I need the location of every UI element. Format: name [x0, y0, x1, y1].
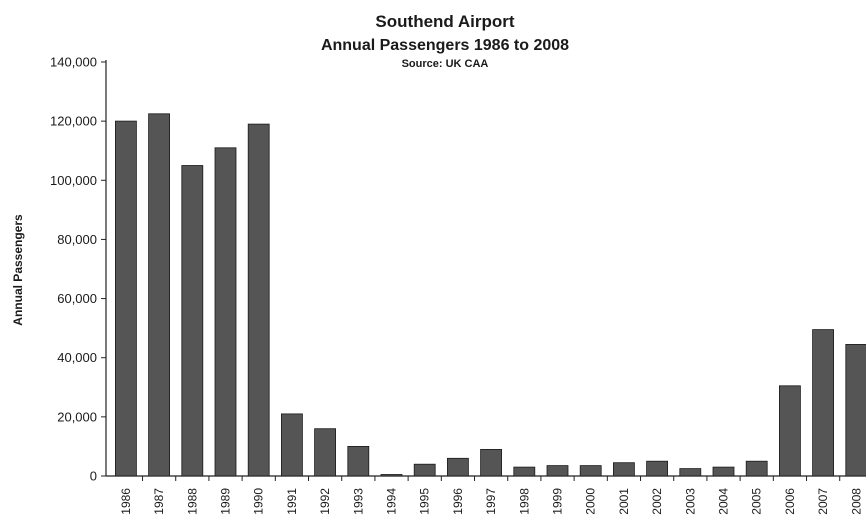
x-tick-label: 1995	[418, 488, 432, 515]
bars	[115, 113, 866, 477]
bar-2003	[679, 468, 702, 477]
bar-2006	[779, 385, 801, 477]
bar-1988	[181, 165, 204, 477]
chart-subtitle: Annual Passengers 1986 to 2008	[321, 37, 569, 54]
y-tick-label: 120,000	[50, 114, 97, 129]
x-tick-label: 2008	[849, 488, 863, 515]
x-tick-label: 2000	[584, 488, 598, 515]
bar-1990	[247, 123, 270, 477]
x-tick-label: 1996	[451, 488, 465, 515]
bar-1993	[347, 445, 370, 477]
y-tick-label: 140,000	[50, 55, 97, 70]
bar-2002	[646, 460, 668, 477]
bar-2007	[812, 329, 834, 477]
y-tick-label: 100,000	[50, 173, 97, 188]
x-tick-label: 1997	[484, 488, 498, 515]
bar-2005	[745, 460, 768, 477]
bar-1986	[115, 120, 137, 477]
bar-1996	[446, 457, 469, 477]
y-tick-label: 0	[90, 469, 97, 484]
bar-1994	[380, 474, 403, 477]
bar-2008	[845, 343, 866, 477]
x-tick-label: 1988	[185, 488, 199, 515]
bar-1991	[280, 413, 303, 477]
x-tick-label: 1991	[285, 488, 299, 515]
x-tick-label: 2002	[650, 488, 664, 515]
y-tick-label: 20,000	[57, 409, 97, 424]
x-tick-label: 2006	[783, 488, 797, 515]
y-tick-label: 60,000	[57, 291, 97, 306]
x-tick-label: 2007	[816, 488, 830, 515]
x-tick-label: 1990	[252, 488, 266, 515]
bar-1995	[413, 463, 436, 477]
bar-1987	[148, 113, 171, 477]
x-tick-label: 2004	[717, 488, 731, 515]
bar-2001	[613, 462, 635, 477]
x-tick-label: 1986	[119, 488, 133, 515]
bar-1989	[214, 147, 237, 477]
bar-1999	[546, 465, 569, 477]
y-tick-label: 40,000	[57, 350, 97, 365]
x-tick-label: 1999	[551, 488, 565, 515]
y-tick-labels: 0 20,000 40,000 60,000 80,000 100,000 120,000 1…	[50, 55, 97, 484]
x-tick-labels: 1986 1987 1988 1989 1990 1991 1992 1993 1994 1995…	[119, 488, 863, 515]
x-tick-label: 1998	[517, 488, 531, 515]
x-tick-label: 2001	[617, 488, 631, 515]
bar-1997	[480, 448, 503, 477]
x-tick-label: 1989	[219, 488, 233, 515]
chart-title: Southend Airport	[375, 12, 514, 31]
x-tick-label: 1993	[351, 488, 365, 515]
y-axis-label: Annual Passengers	[11, 214, 25, 326]
bar-2000	[579, 465, 602, 477]
x-tick-label: 2005	[750, 488, 764, 515]
bar-1992	[314, 428, 337, 477]
x-tick-label: 1992	[318, 488, 332, 515]
x-tick-label: 1994	[385, 488, 399, 515]
chart-source: Source: UK CAA	[402, 58, 489, 70]
y-tick-label: 80,000	[57, 232, 97, 247]
bar-1998	[513, 466, 536, 477]
bar-2004	[712, 466, 735, 477]
x-tick-label: 1987	[152, 488, 166, 515]
x-tick-label: 2003	[683, 488, 697, 515]
